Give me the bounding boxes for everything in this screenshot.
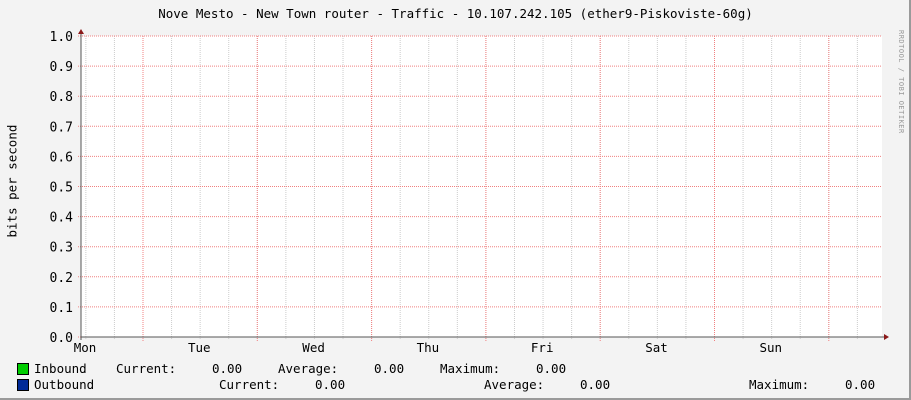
x-tick-label: Tue	[188, 340, 211, 355]
chart-title: Nove Mesto - New Town router - Traffic -…	[158, 6, 753, 21]
x-tick-label: Fri	[531, 340, 554, 355]
y-tick-label: 0.4	[50, 211, 74, 226]
y-tick-label: 0.1	[50, 301, 73, 316]
x-tick-label: Thu	[417, 340, 440, 355]
y-tick-label: 0.8	[50, 90, 73, 105]
outbound-current-label: Current:	[219, 377, 280, 392]
x-tick-label: Sun	[760, 340, 783, 355]
x-axis-arrow	[884, 334, 889, 340]
outbound-current-value: 0.00	[315, 377, 346, 392]
x-tick-label: Sat	[645, 340, 668, 355]
y-tick-label: 0.6	[50, 150, 73, 165]
inbound-legend: Inbound	[34, 361, 87, 376]
inbound-average-value: 0.00	[374, 361, 405, 376]
y-axis-arrow	[78, 29, 84, 34]
outbound-average-value: 0.00	[580, 377, 611, 392]
y-tick-label: 0.9	[50, 60, 73, 75]
inbound-maximum-value: 0.00	[536, 361, 567, 376]
plot-background	[81, 36, 882, 337]
watermark: RRDTOOL / TOBI OETIKER	[897, 30, 905, 134]
outbound-maximum-label: Maximum:	[749, 377, 810, 392]
outbound-maximum-value: 0.00	[845, 377, 876, 392]
x-tick-label: Wed	[302, 340, 325, 355]
y-tick-label: 0.5	[50, 181, 73, 196]
y-tick-label: 0.2	[50, 271, 73, 286]
y-tick-label: 0.0	[50, 331, 73, 346]
y-tick-label: 0.7	[50, 120, 73, 135]
inbound-maximum-label: Maximum:	[440, 361, 501, 376]
y-tick-label: 1.0	[50, 30, 73, 45]
outbound-average-label: Average:	[484, 377, 545, 392]
outbound-legend: Outbound	[34, 377, 95, 392]
inbound-average-label: Average:	[278, 361, 339, 376]
inbound-current-label: Current:	[116, 361, 177, 376]
outbound-swatch	[17, 379, 29, 391]
x-tick-label: Mon	[74, 340, 97, 355]
y-tick-label: 0.3	[50, 241, 73, 256]
inbound-swatch	[17, 363, 29, 375]
inbound-current-value: 0.00	[212, 361, 243, 376]
